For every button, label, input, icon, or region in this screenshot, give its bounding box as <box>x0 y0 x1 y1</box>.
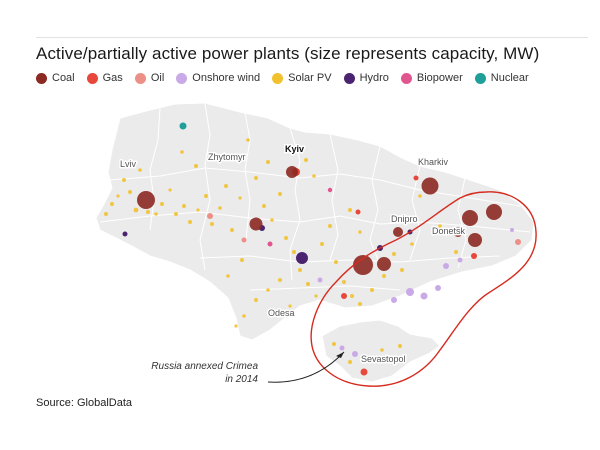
chart-title: Active/partially active power plants (si… <box>36 44 540 63</box>
legend-item-coal: Coal <box>36 72 75 84</box>
legend-label-biopower: Biopower <box>416 72 463 84</box>
source-note: Source: GlobalData <box>36 397 132 409</box>
legend-item-biopower: Biopower <box>400 72 463 84</box>
legend-swatch-solar-pv <box>272 72 284 84</box>
legend: Coal Gas Oil Onshore wind Solar PV Hydro… <box>36 70 541 86</box>
occupied-region-outline <box>310 191 537 387</box>
annotation-line-1: Russia annexed Crimea <box>151 361 258 372</box>
onshore-wind-plants <box>317 228 514 357</box>
legend-label-gas: Gas <box>102 72 123 84</box>
top-rule <box>36 37 588 38</box>
legend-item-oil: Oil <box>134 72 165 84</box>
legend-label-hydro: Hydro <box>359 72 389 84</box>
legend-label-solar-pv: Solar PV <box>288 72 332 84</box>
city-label-sevastopol: Sevastopol <box>361 354 406 364</box>
legend-label-nuclear: Nuclear <box>490 72 529 84</box>
city-label-dnipro: Dnipro <box>391 214 418 224</box>
city-label-lviv: Lviv <box>120 159 137 169</box>
legend-swatch-onshore-wind <box>176 72 188 84</box>
legend-item-gas: Gas <box>86 72 123 84</box>
annotation-arrow <box>267 351 345 383</box>
solar-pv-plants <box>104 138 458 364</box>
nuclear-plants <box>179 122 187 130</box>
legend-item-hydro: Hydro <box>343 72 389 84</box>
legend-label-oil: Oil <box>150 72 165 84</box>
legend-swatch-nuclear <box>474 72 486 84</box>
city-label-zhytomyr: Zhytomyr <box>208 152 246 162</box>
legend-item-nuclear: Nuclear <box>474 72 529 84</box>
city-label-odesa: Odesa <box>268 308 295 318</box>
city-label-donetsk: Donetsk <box>432 226 466 236</box>
legend-item-solar-pv: Solar PV <box>272 72 332 84</box>
legend-label-onshore-wind: Onshore wind <box>192 72 261 84</box>
legend-swatch-biopower <box>400 72 412 84</box>
city-label-kharkiv: Kharkiv <box>418 157 449 167</box>
legend-item-onshore-wind: Onshore wind <box>176 72 260 84</box>
legend-swatch-gas <box>86 72 98 84</box>
annotation-arrowhead <box>336 352 344 358</box>
ukraine-power-plant-map: Kyiv Lviv Zhytomyr Kharkiv Dnipro Donets… <box>95 102 537 387</box>
legend-swatch-hydro <box>343 72 355 84</box>
city-labels: Kyiv Lviv Zhytomyr Kharkiv Dnipro Donets… <box>119 143 468 366</box>
annotation-line-2: in 2014 <box>225 374 258 385</box>
coal-plants <box>137 166 502 275</box>
gas-oil-plants <box>207 168 521 376</box>
legend-swatch-oil <box>134 72 146 84</box>
annotation: Russia annexed Crimea in 2014 <box>148 360 258 386</box>
biopower-plants <box>267 187 333 247</box>
legend-label-coal: Coal <box>52 72 75 84</box>
legend-swatch-coal <box>36 72 47 84</box>
city-label-kyiv: Kyiv <box>285 144 304 154</box>
